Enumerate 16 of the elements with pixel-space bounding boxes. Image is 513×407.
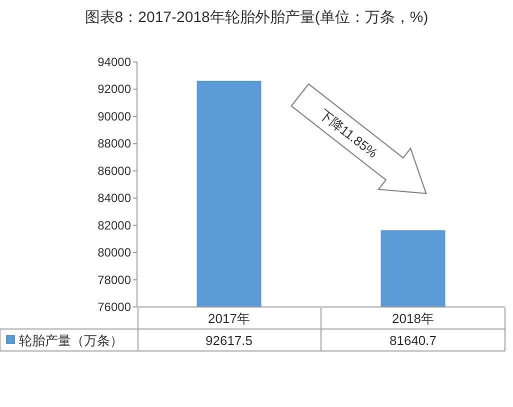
y-tick-label: 86000 [98, 164, 132, 178]
y-tick-label: 88000 [98, 136, 132, 151]
data-label: 81640.7 [390, 333, 436, 348]
chart-title: 图表8：2017-2018年轮胎外胎产量(单位：万条，%) [84, 9, 428, 26]
y-tick-label: 82000 [98, 218, 132, 232]
y-tick-label: 94000 [98, 55, 132, 69]
y-tick-label: 80000 [98, 246, 132, 260]
y-tick-label: 76000 [98, 300, 132, 314]
y-tick-label: 92000 [98, 82, 132, 96]
y-tick-label: 90000 [98, 109, 132, 124]
legend-label: 轮胎产量（万条） [19, 333, 123, 348]
x-tick-label: 2018年 [392, 311, 434, 326]
y-tick-label: 84000 [98, 191, 132, 206]
data-label: 92617.5 [206, 333, 252, 348]
y-tick-label: 78000 [98, 272, 132, 287]
x-tick-label: 2017年 [208, 311, 250, 326]
